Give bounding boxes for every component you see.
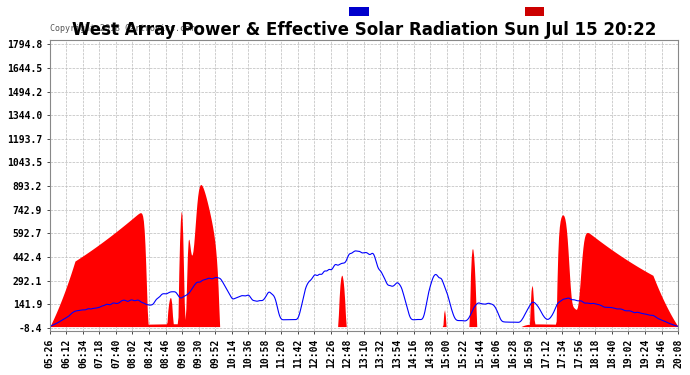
Text: Copyright 2018 Cartronics.com: Copyright 2018 Cartronics.com xyxy=(50,24,195,33)
Legend: Radiation (Effective w/m2), West Array (DC Watts): Radiation (Effective w/m2), West Array (… xyxy=(346,7,673,22)
Title: West Array Power & Effective Solar Radiation Sun Jul 15 20:22: West Array Power & Effective Solar Radia… xyxy=(72,21,656,39)
